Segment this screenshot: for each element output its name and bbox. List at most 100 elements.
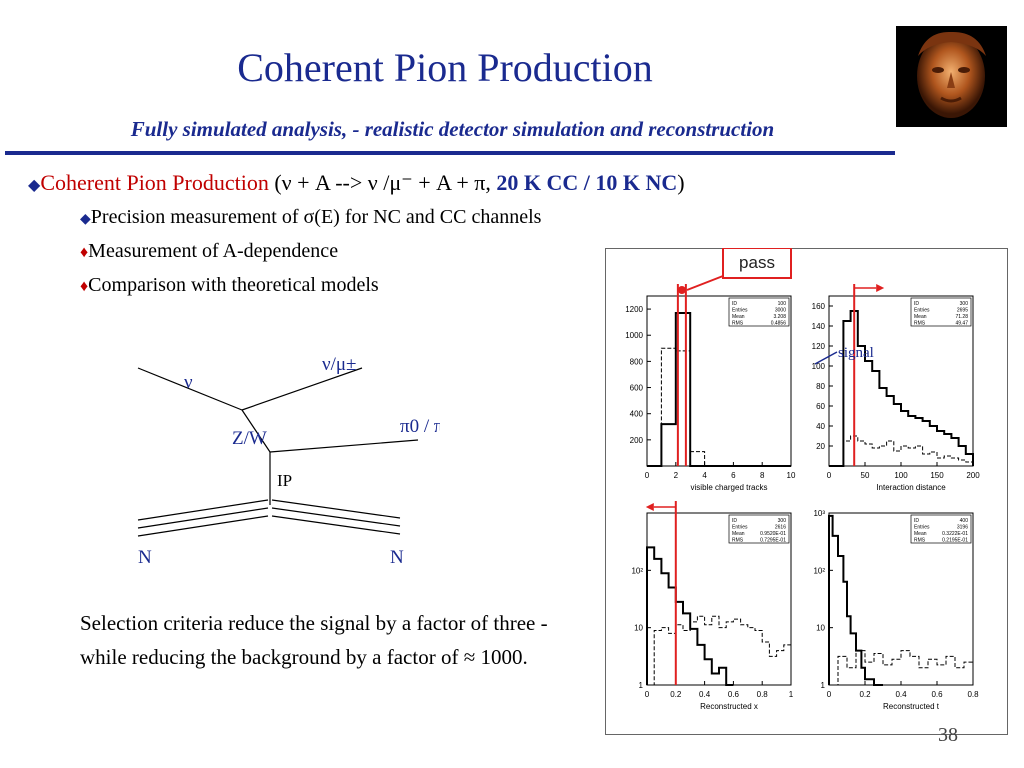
stats-value: 0.9520E-01 [760, 531, 786, 537]
subbullet-3: ♦Comparison with theoretical models [80, 274, 379, 297]
y-tick-label: 10² [813, 566, 825, 575]
stats-key: Mean [732, 314, 745, 320]
stats-value: 3000 [775, 308, 786, 314]
stats-box [728, 297, 790, 327]
stats-value: 0.2195E-01 [942, 538, 968, 544]
signal-label: signal [838, 345, 874, 361]
stats-key: ID [732, 518, 737, 524]
subbullet-2: ♦Measurement of A-dependence [80, 240, 338, 263]
background-series [829, 650, 974, 686]
bullet-rates: 20 K CC / 10 K NC [496, 170, 678, 195]
x-tick-label: 0.4 [895, 690, 907, 699]
bullet-reaction: (ν + A --> ν /μ⁻ + A + π, [274, 170, 497, 195]
stats-value: 49.47 [955, 321, 968, 327]
y-tick-label: 160 [812, 302, 826, 311]
stats-value: 400 [960, 518, 969, 524]
pass-box [722, 248, 792, 279]
y-tick-label: 140 [812, 322, 826, 331]
x-tick-label: 8 [760, 471, 765, 480]
pion-label: π0 / π± [400, 416, 440, 437]
stats-value: 3.208 [773, 314, 786, 320]
nucleus-in-line-1 [137, 499, 269, 521]
y-tick-label: 20 [816, 442, 825, 451]
x-tick-label: 150 [930, 471, 944, 480]
cut-marker [677, 286, 686, 294]
y-tick-label: 80 [816, 382, 825, 391]
stats-key: RMS [914, 538, 926, 544]
stats-key: Entries [732, 308, 748, 314]
stats-key: RMS [732, 538, 744, 544]
stats-key: Mean [914, 531, 927, 537]
y-tick-label: 40 [816, 422, 825, 431]
stats-value: 3196 [957, 525, 968, 531]
nu-out-label: ν/μ± [322, 354, 356, 375]
x-tick-label: 200 [966, 471, 980, 480]
subbullet-text: Comparison with theoretical models [88, 274, 379, 296]
incoming-neutrino-line [137, 367, 243, 411]
title-divider [5, 151, 895, 155]
diamond-bullet-icon: ♦ [80, 278, 89, 295]
stats-key: ID [732, 301, 737, 307]
stats-box [910, 297, 972, 327]
y-tick-label: 120 [812, 342, 826, 351]
background-series [829, 435, 974, 467]
stats-value: 0.3222E-01 [942, 531, 968, 537]
stats-value: 300 [960, 301, 969, 307]
slide-subtitle: Fully simulated analysis, - realistic de… [130, 117, 775, 141]
stats-value: 100 [778, 301, 787, 307]
x-tick-label: 100 [894, 471, 908, 480]
nucleus-out-line-2 [271, 507, 401, 527]
nu-in-label: ν [184, 372, 193, 393]
stats-value: 2616 [775, 525, 786, 531]
x-tick-label: 50 [861, 471, 870, 480]
subbullet-text: Precision measurement of σ(E) for NC and… [90, 206, 542, 228]
diamond-bullet-icon: ◆ [28, 177, 41, 194]
subbullet-text: Measurement of A-dependence [88, 240, 339, 262]
stats-key: RMS [732, 321, 744, 327]
y-tick-label: 100 [812, 362, 826, 371]
x-tick-label: 4 [702, 471, 707, 480]
stats-key: Entries [914, 308, 930, 314]
pion-line [269, 439, 419, 453]
y-tick-label: 1000 [625, 331, 643, 340]
cut-arrow-head [645, 503, 654, 511]
x-tick-label: 10 [787, 471, 796, 480]
signal-series [646, 546, 734, 686]
stats-key: Mean [914, 314, 927, 320]
pomeron-label: IP [277, 471, 292, 490]
main-bullet: ◆Coherent Pion Production (ν + A --> ν /… [28, 170, 685, 196]
page-number: 38 [938, 724, 958, 746]
x-tick-label: 0.2 [670, 690, 682, 699]
nucleus-in-line-3 [137, 515, 269, 537]
signal-series [829, 310, 974, 467]
feynman-diagram: ν ν/μ± π0 / π± Z/W IP N N [137, 354, 440, 568]
y-tick-label: 1 [639, 681, 644, 690]
y-tick-label: 1200 [625, 305, 643, 314]
x-tick-label: 2 [674, 471, 679, 480]
n-right-label: N [390, 547, 404, 568]
diamond-bullet-icon: ◆ [80, 212, 91, 227]
x-tick-label: 0.2 [859, 690, 871, 699]
x-tick-label: 6 [731, 471, 736, 480]
x-axis-label: Interaction distance [876, 483, 946, 492]
n-left-label: N [138, 547, 152, 568]
outgoing-lepton-line [241, 367, 363, 411]
y-tick-label: 60 [816, 402, 825, 411]
stats-value: 2695 [957, 308, 968, 314]
pass-label: pass [739, 253, 775, 272]
y-tick-label: 1 [821, 681, 826, 690]
x-tick-label: 0 [645, 690, 650, 699]
x-tick-label: 0.8 [967, 690, 979, 699]
nucleus-out-line-3 [271, 515, 401, 535]
background-series [647, 615, 792, 686]
stats-key: RMS [914, 321, 926, 327]
x-tick-label: 0 [827, 471, 832, 480]
stats-value: 0.7295E-01 [760, 538, 786, 544]
y-tick-label: 400 [630, 410, 644, 419]
bullet-close: ) [677, 170, 685, 195]
nucleus-in-line-2 [137, 507, 269, 529]
x-tick-label: 0 [645, 471, 650, 480]
y-tick-label: 10 [634, 624, 643, 633]
